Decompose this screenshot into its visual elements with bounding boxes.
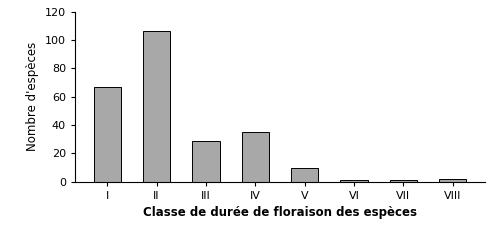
Bar	[439, 179, 466, 182]
X-axis label: Classe de durée de floraison des espèces: Classe de durée de floraison des espèces	[143, 206, 417, 219]
Bar	[242, 132, 269, 182]
Bar	[340, 180, 367, 182]
Y-axis label: Nombre d'espèces: Nombre d'espèces	[26, 42, 40, 151]
Bar	[94, 87, 121, 182]
Bar	[291, 168, 318, 182]
Bar	[143, 31, 170, 182]
Bar	[390, 180, 417, 182]
Bar	[192, 141, 220, 182]
